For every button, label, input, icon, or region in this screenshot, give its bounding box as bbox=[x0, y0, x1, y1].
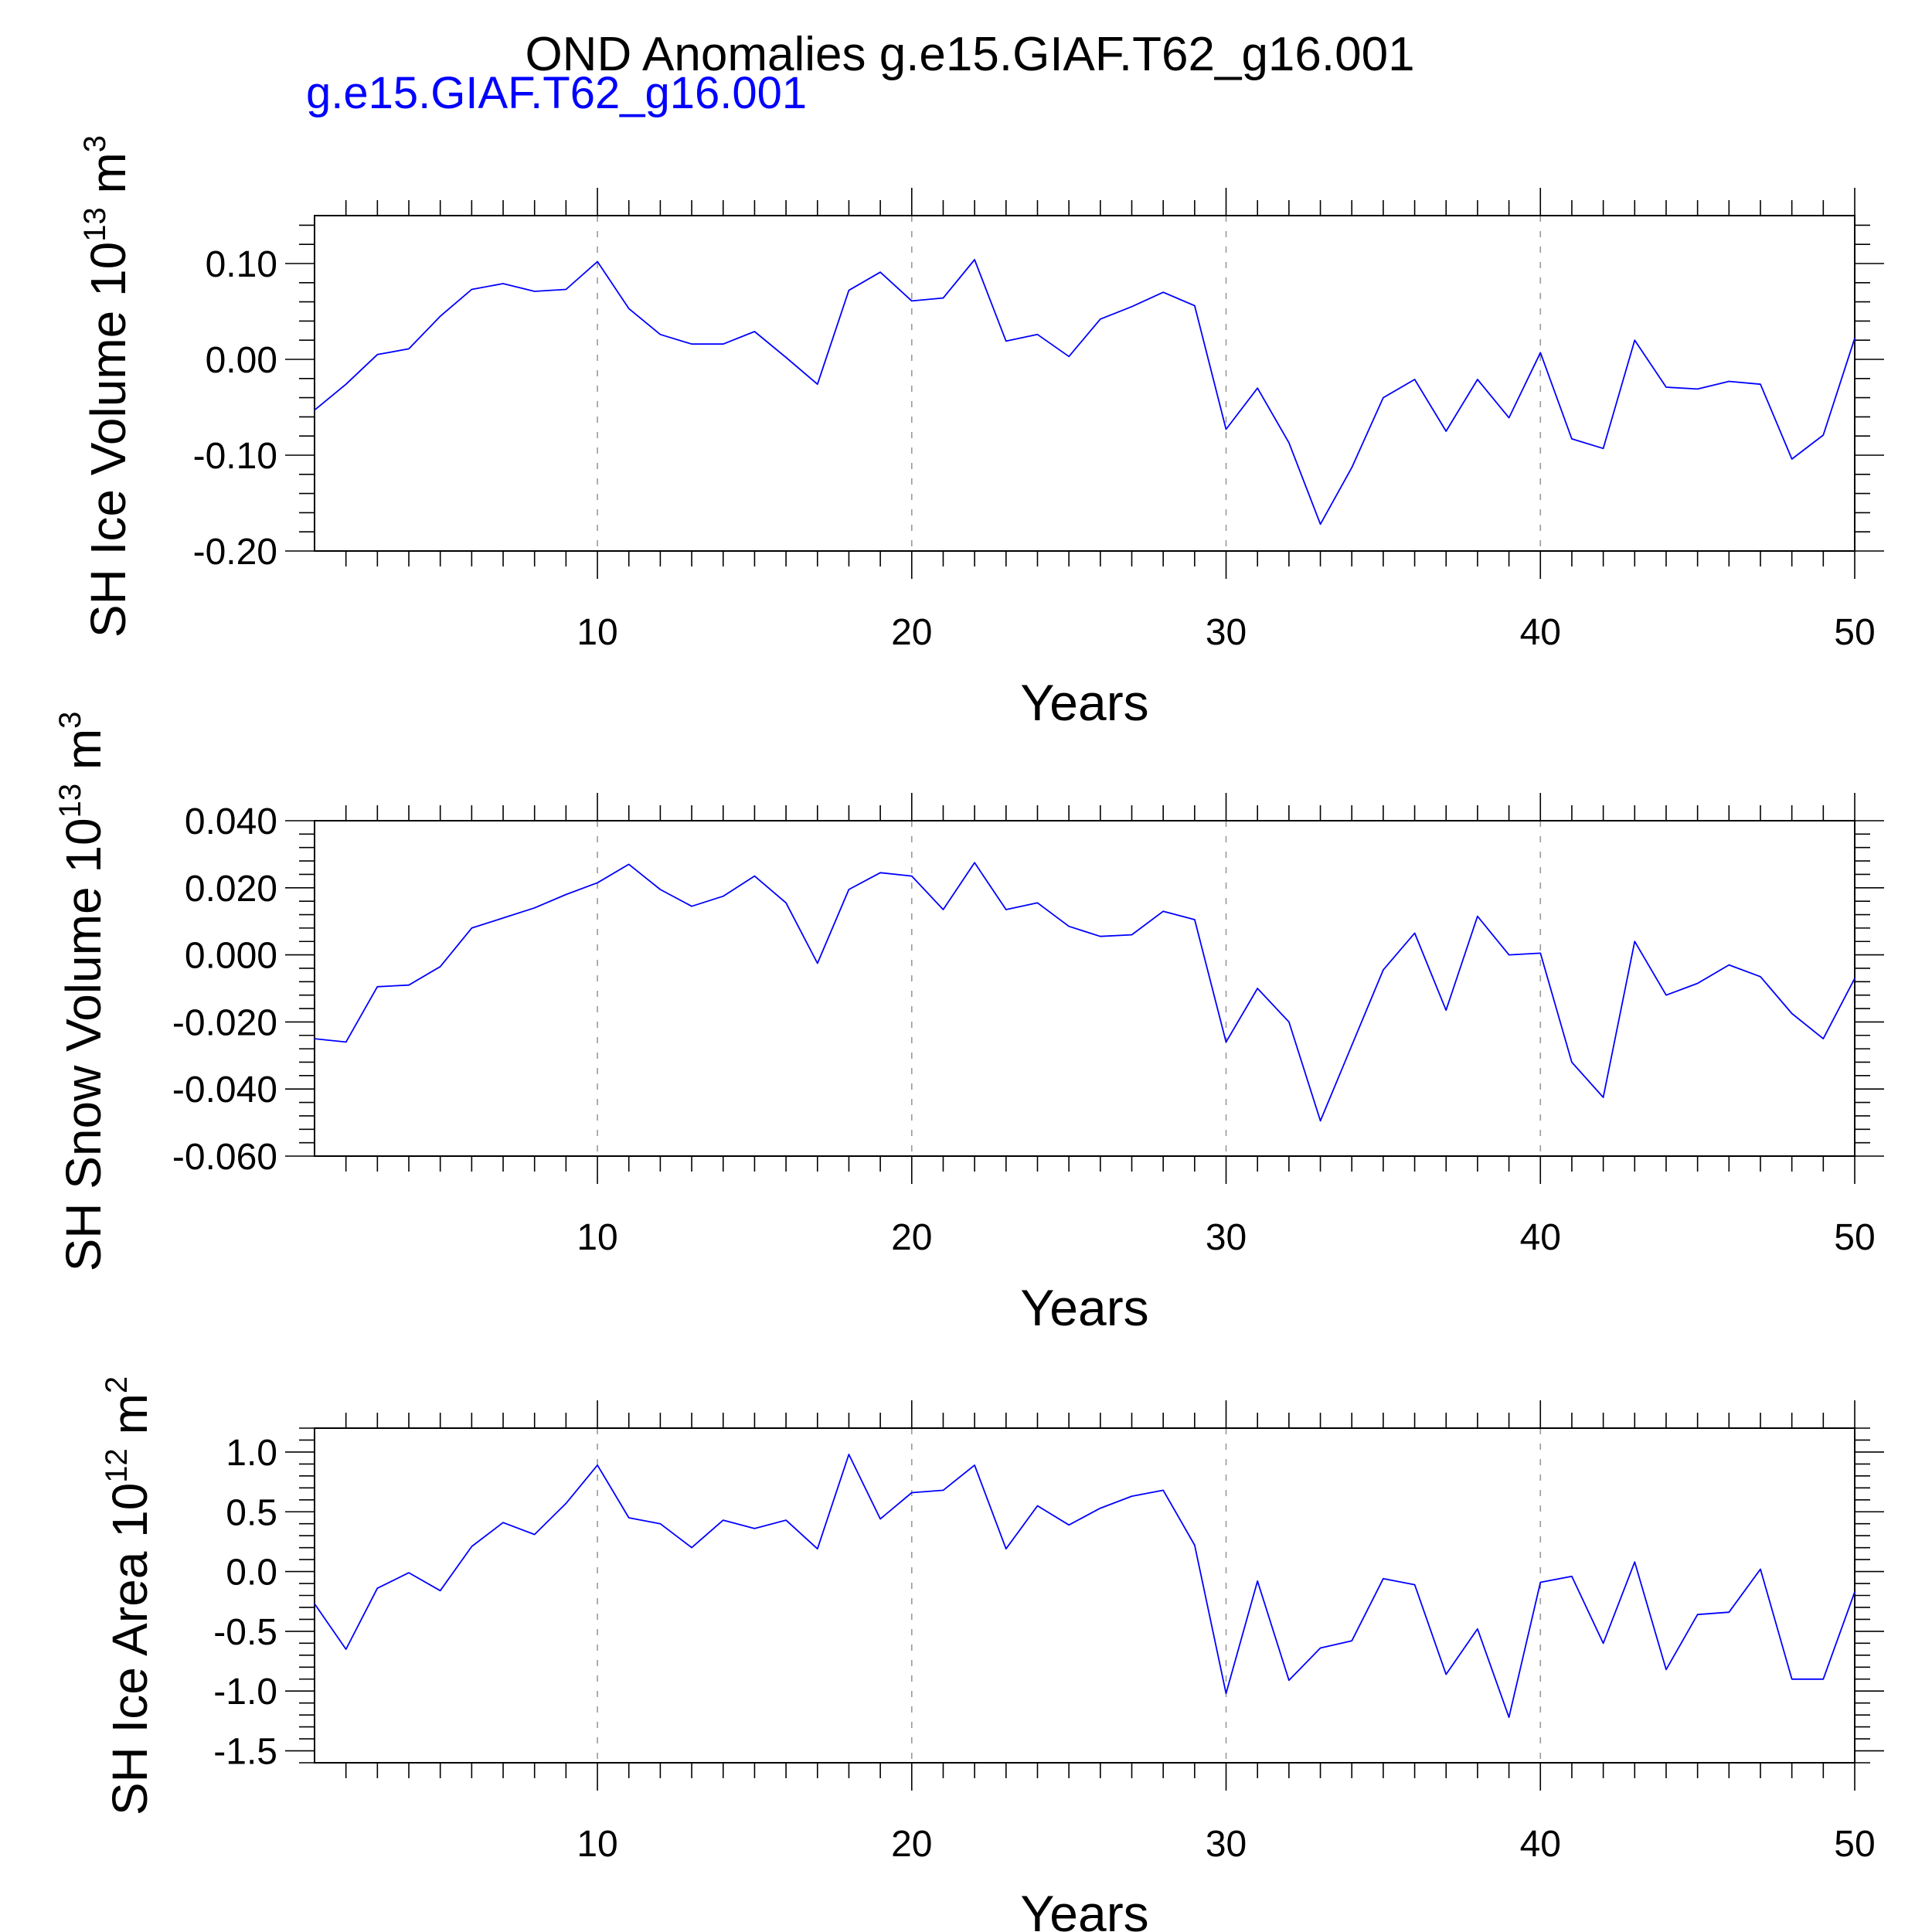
x-axis-label: Years bbox=[1020, 674, 1148, 731]
y-tick-label: -0.10 bbox=[193, 436, 277, 477]
x-tick-label: 40 bbox=[1520, 1824, 1561, 1865]
y-tick-label: -1.5 bbox=[213, 1732, 277, 1773]
x-axis-label: Years bbox=[1020, 1279, 1148, 1336]
series-line-1 bbox=[314, 862, 1855, 1122]
y-tick-label: 0.00 bbox=[206, 340, 277, 381]
y-tick-label: 1.0 bbox=[226, 1433, 277, 1474]
y-tick-label: -1.0 bbox=[213, 1672, 277, 1713]
x-tick-label: 40 bbox=[1520, 1217, 1561, 1258]
panel-1: 0.10 0.00 -0.10 -0.20 10 20 30 40 50 Years SH Ice … bbox=[78, 135, 1884, 731]
plot-frame bbox=[314, 1427, 1855, 1764]
y-tick-label: -0.060 bbox=[172, 1137, 277, 1178]
figure-title: OND Anomalies g.e15.GIAF.T62_g16.001 bbox=[525, 28, 1414, 81]
y-tick-label: 0.10 bbox=[206, 244, 277, 285]
y-axis-label: SH Ice Volume 1013 m3 bbox=[78, 135, 136, 638]
plot-frame bbox=[314, 215, 1855, 552]
case-label: g.e15.GIAF.T62_g16.001 bbox=[306, 68, 807, 118]
y-tick-label: 0.5 bbox=[226, 1492, 277, 1533]
x-axis-label: Years bbox=[1020, 1885, 1148, 1932]
series-line-1 bbox=[314, 259, 1855, 526]
y-tick-label: 0.020 bbox=[185, 869, 277, 910]
x-tick-label: 10 bbox=[577, 1824, 617, 1865]
y-tick-label: 0.000 bbox=[185, 936, 277, 977]
x-tick-label: 50 bbox=[1834, 1824, 1875, 1865]
x-tick-label: 10 bbox=[577, 612, 617, 653]
y-axis-label: SH Snow Volume 1013 m3 bbox=[53, 712, 111, 1272]
y-tick-label: -0.040 bbox=[172, 1070, 277, 1111]
x-tick-label: 10 bbox=[577, 1217, 617, 1258]
panels: 0.10 0.00 -0.10 -0.20 10 20 30 40 50 Years SH Ice … bbox=[53, 135, 1884, 1932]
plot-frame bbox=[314, 820, 1855, 1157]
x-tick-label: 20 bbox=[891, 612, 932, 653]
y-tick-label: -0.020 bbox=[172, 1002, 277, 1043]
series-line-1 bbox=[314, 1454, 1855, 1719]
x-tick-label: 30 bbox=[1206, 1217, 1247, 1258]
x-tick-label: 30 bbox=[1206, 1824, 1247, 1865]
y-tick-label: 0.0 bbox=[226, 1553, 277, 1594]
panel-2: 0.040 0.020 0.000 -0.020 -0.040 -0.060 10 20 30 4… bbox=[53, 712, 1884, 1336]
x-tick-label: 20 bbox=[891, 1217, 932, 1258]
y-tick-label: 0.040 bbox=[185, 801, 277, 842]
y-tick-label: -0.5 bbox=[213, 1612, 277, 1653]
y-tick-label: -0.20 bbox=[193, 532, 277, 573]
x-tick-label: 50 bbox=[1834, 612, 1875, 653]
x-tick-label: 30 bbox=[1206, 612, 1247, 653]
panel-3: 1.0 0.5 0.0 -0.5 -1.0 -1.5 10 20 30 40 50 Years SH I… bbox=[100, 1376, 1884, 1932]
x-tick-label: 50 bbox=[1834, 1217, 1875, 1258]
y-axis-label: SH Ice Area 1012 m2 bbox=[100, 1376, 158, 1815]
x-tick-label: 40 bbox=[1520, 612, 1561, 653]
x-tick-label: 20 bbox=[891, 1824, 932, 1865]
